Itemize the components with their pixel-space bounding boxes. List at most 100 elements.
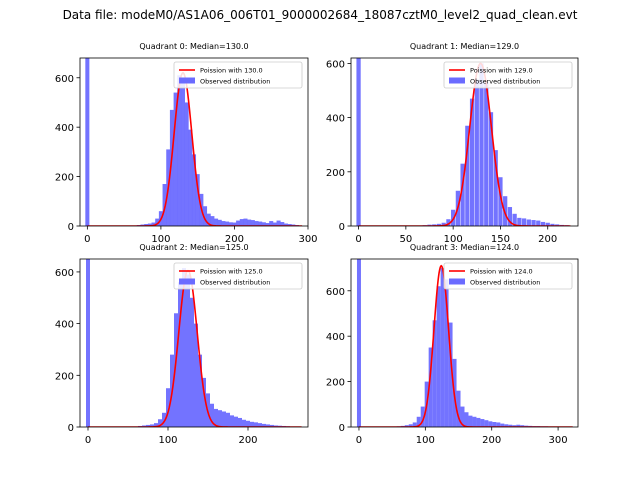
histogram-bar <box>496 422 501 427</box>
legend-hist-swatch <box>179 77 195 84</box>
histogram-bar <box>516 424 521 427</box>
histogram-bar <box>444 279 449 427</box>
histogram-bar <box>210 403 214 427</box>
quadrant-title: Quadrant 2: Median=125.0 <box>139 243 248 252</box>
histogram-bar <box>162 412 166 427</box>
histogram-bar <box>261 222 266 226</box>
histogram-bar <box>247 219 252 226</box>
y-tick-label: 400 <box>326 332 345 343</box>
histogram-bar <box>221 221 226 226</box>
histogram-bar <box>550 223 555 226</box>
y-tick-label: 400 <box>55 320 74 331</box>
histogram-bar <box>184 102 189 226</box>
legend-fit-label: Poission with 130.0 <box>200 67 263 75</box>
quadrant-title: Quadrant 0: Median=130.0 <box>139 42 248 51</box>
histogram-bar <box>540 221 546 226</box>
y-tick-label: 0 <box>68 423 74 434</box>
legend: Poission with 125.0 Observed distribution <box>173 262 303 290</box>
histogram-bar <box>472 416 477 427</box>
y-tick-label: 600 <box>326 287 345 298</box>
legend-hist-label: Observed distribution <box>200 279 270 287</box>
histogram-bar <box>254 221 259 226</box>
y-tick-label: 600 <box>326 59 345 70</box>
y-tick-label: 0 <box>68 222 74 233</box>
legend-fit-label: Poission with 124.0 <box>470 268 533 276</box>
histogram-bar <box>464 412 469 427</box>
histogram-bar <box>217 219 222 226</box>
x-tick-label: 50 <box>399 234 412 245</box>
histogram-bar <box>508 424 513 427</box>
histogram-bar <box>228 222 233 226</box>
histogram-bar <box>484 420 489 427</box>
histogram-bar <box>262 423 266 427</box>
histogram-bar <box>166 388 170 427</box>
histogram-bar <box>512 213 517 226</box>
legend-hist-label: Observed distribution <box>470 279 540 287</box>
histogram-bar <box>287 224 292 226</box>
histogram-bar <box>182 268 186 427</box>
histogram-bar <box>520 425 525 427</box>
histogram-bar <box>521 218 527 226</box>
histogram-bar <box>484 82 489 226</box>
legend: Poission with 130.0 Observed distribution <box>173 61 303 89</box>
histogram-bar <box>243 218 248 226</box>
histogram-bar <box>356 58 361 226</box>
legend-hist-swatch <box>449 278 465 285</box>
histogram-bar <box>214 218 219 226</box>
histogram-bar <box>230 415 234 427</box>
histogram-bar <box>480 419 485 427</box>
legend-box <box>443 262 573 290</box>
histogram-bar <box>526 219 531 226</box>
x-tick-label: 200 <box>238 435 257 446</box>
histogram-bar <box>236 220 241 226</box>
histogram-bar <box>210 216 215 226</box>
histogram-bar <box>266 424 270 427</box>
x-tick-label: 100 <box>444 234 463 245</box>
poisson-fit-line <box>358 264 573 427</box>
histogram-bar <box>150 424 154 427</box>
histogram-bar <box>545 222 550 226</box>
x-tick-label: 0 <box>356 435 362 446</box>
histogram-bar <box>86 259 90 427</box>
histogram-bar <box>432 320 437 427</box>
x-tick-label: 200 <box>538 234 557 245</box>
histogram-bar <box>440 268 445 427</box>
histogram-bar <box>428 347 433 427</box>
histogram-bar <box>517 217 522 226</box>
x-tick-label: 200 <box>482 435 501 446</box>
histogram-bar <box>476 417 481 427</box>
histogram-bar <box>456 390 461 427</box>
histogram-bar <box>144 224 149 226</box>
histogram-bar <box>250 220 255 226</box>
histogram-bar <box>446 219 451 226</box>
histogram-bar <box>500 423 505 427</box>
x-tick-label: 100 <box>158 435 177 446</box>
histogram-bar <box>488 112 494 226</box>
axes-frame <box>79 57 309 227</box>
x-tick-label: 0 <box>84 234 90 245</box>
histogram-bar <box>174 313 178 427</box>
histogram-bar <box>504 424 509 427</box>
histogram-bar <box>195 174 200 226</box>
histogram-bar <box>158 419 162 427</box>
histogram-bar <box>465 125 470 226</box>
histogram-bar <box>151 222 156 226</box>
x-tick-label: 0 <box>355 234 361 245</box>
histogram-bar <box>265 223 270 226</box>
legend-box <box>173 61 303 89</box>
x-tick-label: 300 <box>549 435 568 446</box>
poisson-fit-line <box>87 71 303 226</box>
histogram-bar <box>283 223 288 226</box>
histogram-bar <box>448 322 453 427</box>
histogram-bar <box>218 410 222 427</box>
histogram-bar <box>226 412 230 427</box>
histogram-bar <box>460 406 465 427</box>
histogram-bar <box>507 207 513 226</box>
figure-title: Data file: modeM0/AS1A06_006T01_90000026… <box>62 8 578 22</box>
histogram-bar <box>512 425 517 427</box>
x-tick-label: 100 <box>151 234 170 245</box>
y-tick-label: 0 <box>339 222 345 233</box>
histogram-bar <box>479 63 484 226</box>
